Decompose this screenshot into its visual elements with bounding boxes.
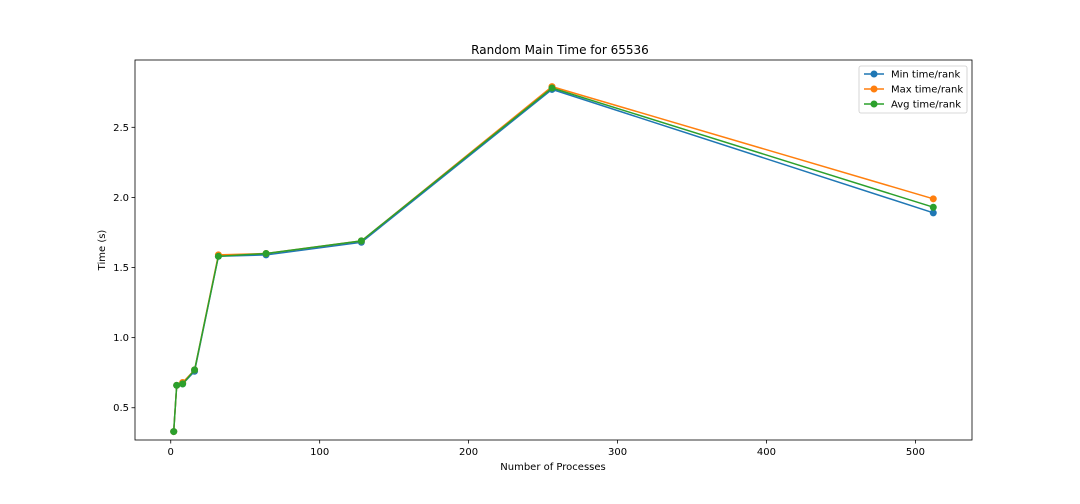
y-axis-label: Time (s) <box>97 230 108 272</box>
x-tick-label: 100 <box>310 447 329 458</box>
series-layer <box>170 83 937 436</box>
legend-label: Avg time/rank <box>891 100 961 111</box>
legend-label: Max time/rank <box>891 85 963 96</box>
y-tick-label: 0.5 <box>113 403 129 414</box>
x-tick-label: 300 <box>608 447 627 458</box>
plot-frame <box>134 59 973 441</box>
x-tick-label: 200 <box>459 447 478 458</box>
series-3 <box>170 84 937 436</box>
data-point <box>548 84 556 92</box>
series-1 <box>170 85 937 436</box>
data-point <box>929 195 937 203</box>
data-point <box>173 381 181 389</box>
data-point <box>170 428 178 436</box>
legend-swatch-marker <box>870 70 878 78</box>
data-point <box>929 209 937 217</box>
x-tick-label: 500 <box>906 447 925 458</box>
y-tick-label: 1.5 <box>113 263 129 274</box>
series-2 <box>170 83 937 436</box>
legend-swatch-marker <box>870 100 878 108</box>
data-point <box>179 380 187 388</box>
data-point <box>357 237 365 245</box>
y-tick-label: 1.0 <box>113 333 129 344</box>
series-line <box>172 88 934 432</box>
y-tick-label: 2.0 <box>113 193 129 204</box>
data-point <box>929 203 937 211</box>
series-line <box>172 87 934 432</box>
legend-box <box>858 65 968 114</box>
data-point <box>262 250 270 258</box>
data-point <box>214 252 222 260</box>
x-tick-label: 400 <box>757 447 776 458</box>
chart-title: Random Main Time for 65536 <box>471 43 649 57</box>
legend-label: Min time/rank <box>891 70 960 81</box>
legend-item: Min time/rank <box>864 70 960 81</box>
legend: Min time/rank Max time/rank Avg time/rank <box>858 65 968 114</box>
legend-item: Avg time/rank <box>864 100 961 111</box>
y-tick-label: 2.5 <box>113 123 129 134</box>
legend-item: Max time/rank <box>864 85 963 96</box>
axes: 0 100 200 300 400 500 0.5 1.0 1.5 2.0 2.5 <box>113 59 973 458</box>
data-point <box>191 366 199 374</box>
legend-swatch-marker <box>870 85 878 93</box>
series-line <box>172 85 934 432</box>
x-axis-label: Number of Processes <box>500 462 605 473</box>
x-tick-label: 0 <box>168 447 174 458</box>
